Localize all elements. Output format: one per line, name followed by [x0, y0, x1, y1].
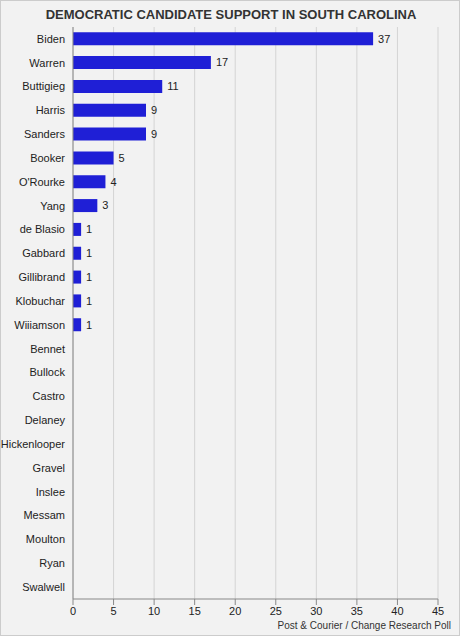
svg-text:1: 1	[86, 247, 92, 259]
svg-text:Inslee: Inslee	[36, 486, 65, 498]
svg-text:Castro: Castro	[33, 390, 65, 402]
svg-text:Klobuchar: Klobuchar	[15, 295, 65, 307]
svg-text:35: 35	[351, 605, 363, 617]
svg-text:Gillibrand: Gillibrand	[19, 271, 65, 283]
svg-text:Booker: Booker	[30, 152, 65, 164]
svg-text:30: 30	[310, 605, 322, 617]
svg-text:Ryan: Ryan	[39, 557, 65, 569]
svg-text:45: 45	[432, 605, 444, 617]
svg-text:O'Rourke: O'Rourke	[19, 176, 65, 188]
html-text:DEMOCRATIC CANDIDATE SUPPORT I: DEMOCRATIC CANDIDATE SUPPORT IN SOUTH CA…	[45, 7, 417, 22]
svg-text:Wiiiamson: Wiiiamson	[14, 319, 65, 331]
svg-text:40: 40	[391, 605, 403, 617]
svg-text:20: 20	[229, 605, 241, 617]
svg-text:Swalwell: Swalwell	[22, 581, 65, 593]
svg-text:de Blasio: de Blasio	[20, 223, 65, 235]
svg-text:1: 1	[86, 319, 92, 331]
svg-text:17: 17	[216, 56, 228, 68]
svg-text:Biden: Biden	[37, 33, 65, 45]
svg-text:Hickenlooper: Hickenlooper	[8, 438, 65, 450]
svg-text:Sanders: Sanders	[24, 128, 65, 140]
svg-text:Bennet: Bennet	[30, 343, 65, 355]
svg-text:37: 37	[378, 33, 390, 45]
svg-text:25: 25	[270, 605, 282, 617]
svg-text:Warren: Warren	[29, 57, 65, 69]
svg-text:Harris: Harris	[36, 104, 66, 116]
svg-text:Messam: Messam	[23, 509, 65, 521]
svg-text:1: 1	[86, 223, 92, 235]
svg-text:Gabbard: Gabbard	[22, 247, 65, 259]
svg-text:0: 0	[70, 605, 76, 617]
svg-text:Bullock: Bullock	[30, 366, 66, 378]
html-text:Post & Courier / Change Resear: Post & Courier / Change Research Poll	[277, 620, 451, 631]
svg-text:10: 10	[148, 605, 160, 617]
svg-text:5: 5	[119, 152, 125, 164]
svg-text:15: 15	[189, 605, 201, 617]
svg-text:4: 4	[110, 176, 116, 188]
svg-text:9: 9	[151, 128, 157, 140]
svg-text:Delaney: Delaney	[25, 414, 66, 426]
svg-text:11: 11	[167, 80, 178, 92]
svg-text:3: 3	[102, 199, 108, 211]
svg-text:1: 1	[86, 271, 92, 283]
svg-text:Moulton: Moulton	[26, 533, 65, 545]
svg-text:Yang: Yang	[40, 200, 65, 212]
svg-text:5: 5	[110, 605, 116, 617]
svg-text:1: 1	[86, 295, 92, 307]
svg-text:Buttigieg: Buttigieg	[22, 80, 65, 92]
svg-text:Gravel: Gravel	[33, 462, 65, 474]
svg-text:9: 9	[151, 104, 157, 116]
